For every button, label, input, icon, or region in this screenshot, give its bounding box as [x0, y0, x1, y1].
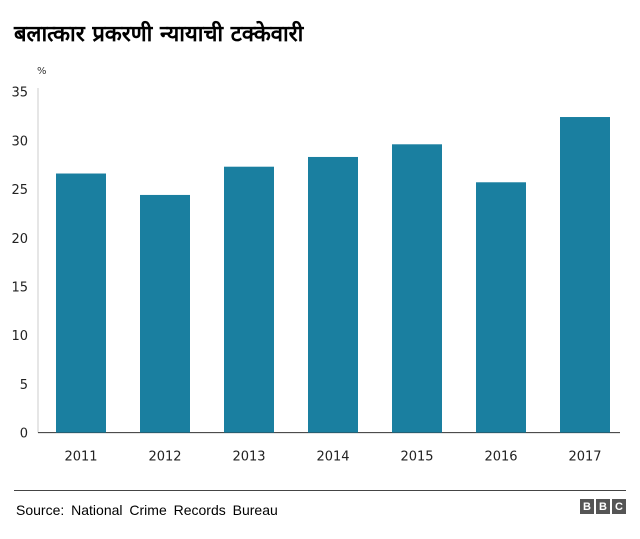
- x-tick-label: 2014: [316, 450, 349, 465]
- chart-title: बलात्कार प्रकरणी न्यायाची टक्केवारी: [14, 22, 304, 47]
- logo-letter: B: [596, 499, 610, 514]
- y-tick-label: 0: [20, 427, 28, 442]
- y-tick-label: 30: [11, 134, 28, 149]
- bar-2015: [392, 144, 442, 433]
- bbc-logo: B B C: [580, 499, 626, 514]
- divider: [14, 490, 626, 491]
- x-tick-label: 2017: [568, 450, 601, 465]
- y-tick-label: 15: [11, 281, 28, 296]
- y-axis-label: %: [37, 66, 47, 77]
- logo-letter: C: [612, 499, 626, 514]
- y-tick-label: 5: [20, 378, 28, 393]
- bar-chart: % 0 5 10 15 20 25 30 35 2011 2012 2013 2014 2015 2016 2…: [11, 66, 620, 465]
- bar-2013: [224, 166, 274, 433]
- y-tick-label: 20: [11, 232, 28, 247]
- bar-2016: [476, 182, 526, 433]
- x-tick-label: 2011: [64, 450, 97, 465]
- y-tick-label: 35: [11, 86, 28, 101]
- y-tick-label: 25: [11, 183, 28, 198]
- bar-2014: [308, 156, 358, 433]
- x-tick-label: 2016: [484, 450, 517, 465]
- x-tick-label: 2015: [400, 450, 433, 465]
- logo-letter: B: [580, 499, 594, 514]
- bar-2017: [560, 117, 610, 433]
- bar-2012: [140, 194, 190, 433]
- y-tick-label: 10: [11, 329, 28, 344]
- x-tick-label: 2013: [232, 450, 265, 465]
- bar-2011: [56, 173, 106, 433]
- source-text: Source: National Crime Records Bureau: [16, 502, 278, 518]
- x-tick-label: 2012: [148, 450, 181, 465]
